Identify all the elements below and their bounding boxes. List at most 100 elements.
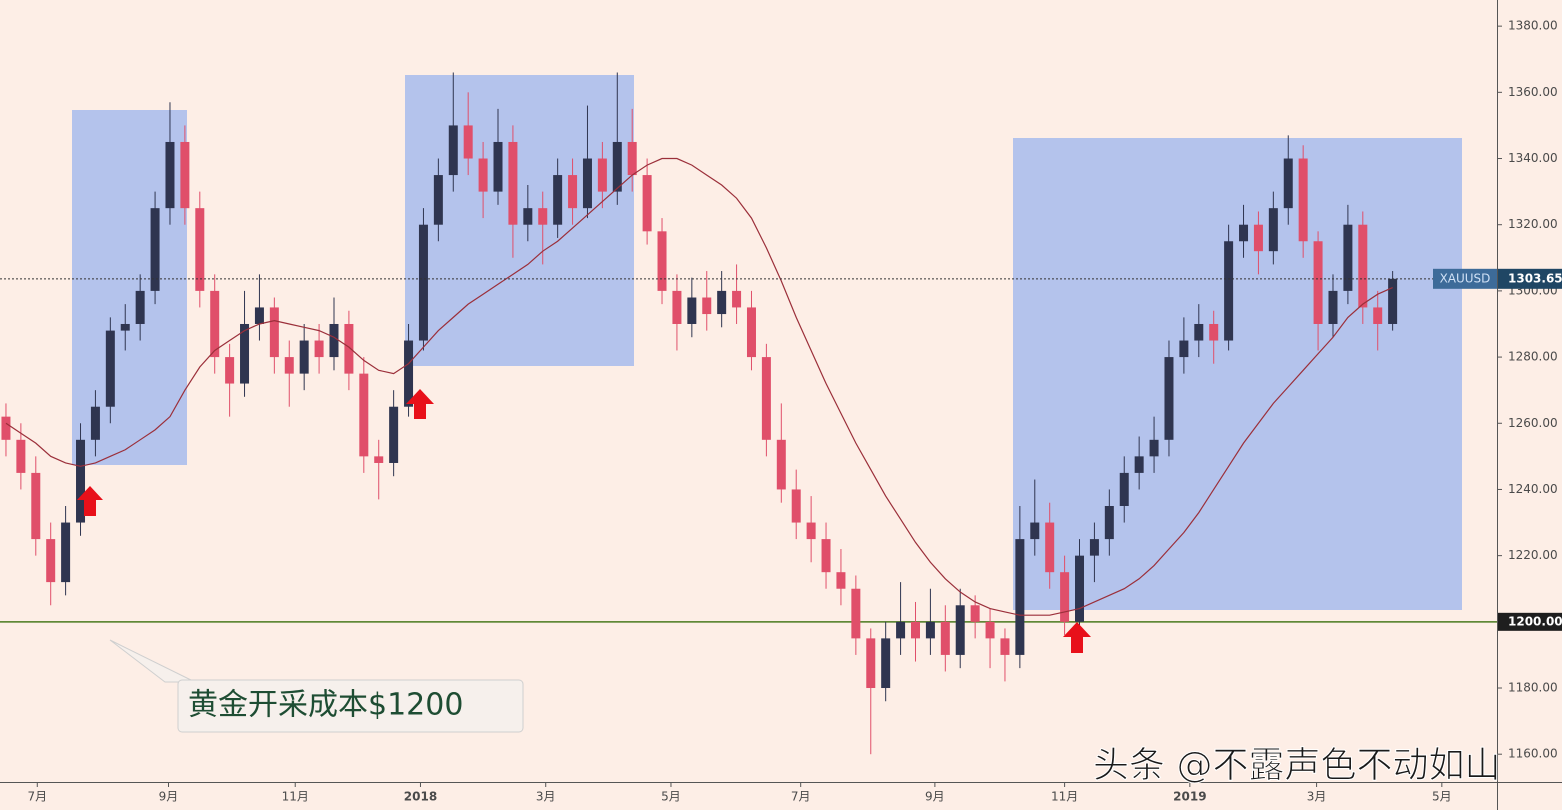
candle-body [165,141,175,209]
candle-body [210,290,220,358]
candle-body [985,621,995,639]
candle-body [881,638,891,689]
x-tick-label: 11月 [1051,790,1078,804]
candle-body [940,621,950,655]
symbol-label-bg [1433,268,1497,289]
candle-body [1134,456,1144,473]
candle-body [627,141,637,176]
candle-body [254,307,264,324]
candle-body [1089,539,1099,556]
x-tick-label: 7月 [791,790,811,804]
candle-body [970,605,980,622]
candle-body [31,472,41,540]
candle-body [284,357,294,374]
candle-body [90,406,100,440]
candle-body [1119,472,1129,506]
y-axis-bg [1497,0,1562,810]
candle-body [702,297,712,315]
candle-body [687,297,697,324]
candle-body [76,439,86,523]
up-arrow [406,389,434,419]
candle-body [642,175,652,232]
candle-body [538,208,548,225]
y-tick-label: 1340.00 [1508,151,1558,165]
candle-body [1164,357,1174,440]
candle-body [225,357,235,384]
candle-body [329,323,339,358]
candle-body [374,456,384,463]
y-tick-label: 1360.00 [1508,85,1558,99]
candle-body [1179,340,1189,358]
up-arrow [1063,622,1091,653]
level-label-bg [1498,612,1562,631]
last-price-bg [1498,268,1562,289]
candle-body [433,175,443,225]
highlight-box [1013,138,1462,610]
candle-body [657,231,667,291]
highlight-boxes [72,75,1462,610]
candle-body [1149,439,1159,457]
candle-body [1045,522,1055,573]
x-tick-label: 9月 [925,790,945,804]
y-tick-label: 1160.00 [1508,747,1558,761]
x-tick-label: 9月 [159,790,179,804]
candle-body [866,638,876,689]
candle-body [359,373,369,457]
candle-body [1283,158,1293,209]
candle-body [478,158,488,192]
level-label: 1200.00 [1508,614,1562,628]
candle-body [61,522,71,583]
x-tick-label: 3月 [536,790,556,804]
candle-body [269,307,279,358]
candle-body [925,621,935,639]
candle-body [1000,638,1010,655]
candle-body [508,141,518,225]
y-tick-label: 1180.00 [1508,681,1558,695]
y-tick-label: 1220.00 [1508,548,1558,562]
symbol-label: XAUUSD [1440,271,1491,285]
candle-body [314,340,324,358]
candle-body [955,605,965,655]
candle-body [1239,224,1249,242]
candle-body [1388,278,1398,324]
x-tick-label: 7月 [27,790,47,804]
candle-body [806,522,816,540]
candle-body [553,175,563,225]
candle-body [1209,323,1219,341]
candle-body [1194,323,1204,341]
x-tick-label: 2019 [1173,790,1206,804]
x-tick-label: 2018 [404,790,437,804]
candle-body [568,175,578,209]
highlight-box [405,75,634,366]
candle-body [1298,158,1308,242]
y-tick-label: 1280.00 [1508,350,1558,364]
candle-body [1313,241,1323,324]
candle-body [1104,506,1114,540]
candle-body [1253,224,1263,252]
candle-body [16,439,26,473]
candle-body [791,489,801,523]
last-price-label: 1303.65 [1508,271,1562,285]
candle-body [910,621,920,639]
plot [0,72,1497,755]
x-axis-bg [0,782,1562,810]
candle-body [1328,290,1338,324]
candle-body [746,307,756,358]
candle-body [851,588,861,639]
candle-body [1343,224,1353,291]
candle-body [761,357,771,440]
candle-body [1030,522,1040,540]
candle-body [672,290,682,324]
candle-body [1,416,11,440]
x-tick-label: 5月 [1432,790,1452,804]
arrows [77,389,1091,653]
candle-body [105,330,115,407]
candle-body [493,141,503,192]
candle-body [1224,241,1234,341]
candle-body [1268,208,1278,252]
candle-body [1075,555,1085,622]
y-tick-label: 1380.00 [1508,19,1558,33]
callout-text: 黄金开采成本$1200 [188,688,463,723]
candle-body [344,323,354,374]
x-tick-label: 3月 [1307,790,1327,804]
